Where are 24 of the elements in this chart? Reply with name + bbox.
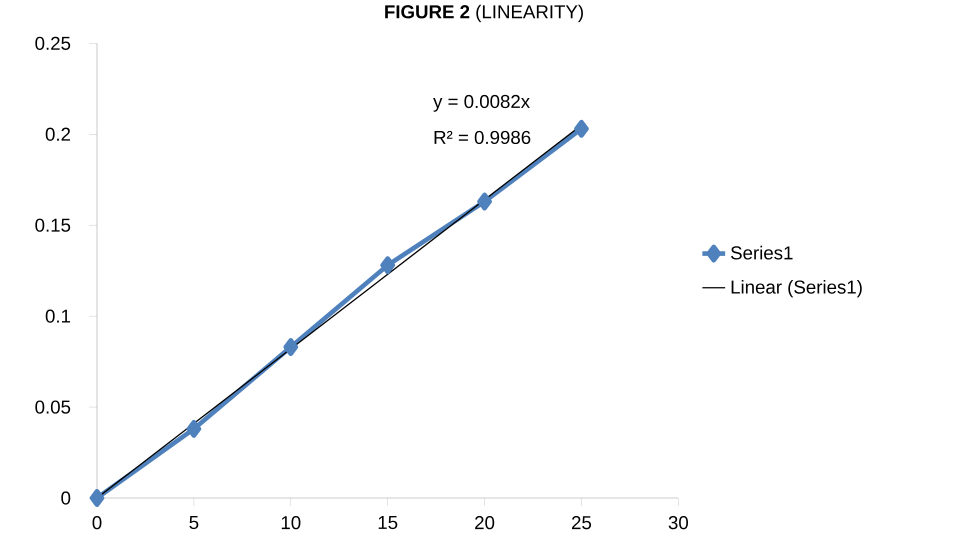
point xyxy=(90,488,104,508)
y-tick-label: 0.05 xyxy=(35,400,70,414)
point xyxy=(186,420,202,438)
y-tick-label: 0.25 xyxy=(35,36,70,50)
point xyxy=(283,338,298,356)
x-tick-label: 20 xyxy=(475,516,494,530)
x-tick-label: 15 xyxy=(378,516,398,530)
x-tick-label: 10 xyxy=(282,516,300,530)
y-tick-label: 0.15 xyxy=(35,218,70,232)
y-tick-label: 0 xyxy=(61,491,70,505)
y-tick-label: 0.1 xyxy=(46,310,70,323)
x-tick-label: 25 xyxy=(572,516,592,530)
legend-label: Linear (Series1) xyxy=(732,280,862,298)
point xyxy=(380,256,396,274)
annotation: R² = 0.9986 xyxy=(434,130,530,144)
x-tick-label: 5 xyxy=(189,516,198,530)
annotation: y = 0.0082x xyxy=(433,94,530,112)
y-tick-label: 0.2 xyxy=(46,128,70,141)
chart-title: FIGURE 2 (LINEARITY) xyxy=(385,4,583,22)
x-tick-label: 0 xyxy=(92,516,102,530)
legend-label: Series1 xyxy=(731,246,793,260)
x-tick-label: 30 xyxy=(668,516,688,530)
point xyxy=(574,120,589,138)
point xyxy=(477,192,492,211)
